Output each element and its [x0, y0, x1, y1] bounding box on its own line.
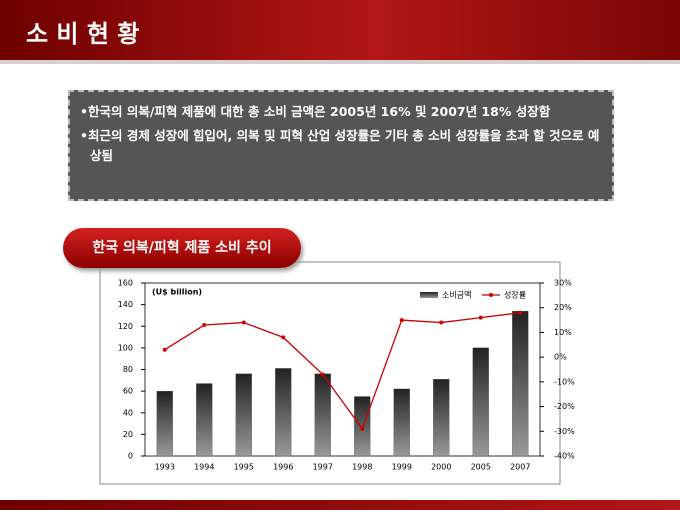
bar: [512, 310, 529, 457]
bullet-box: 한국의 의복/피혁 제품에 대한 총 소비 금액은 2005년 16% 및 20…: [68, 90, 614, 201]
point: [478, 315, 483, 320]
y2-tick-label: 30%: [554, 279, 572, 288]
point: [162, 347, 167, 352]
line: [164, 312, 521, 431]
x-tick-label: 2000: [431, 463, 451, 472]
x-tick-label: 1993: [155, 463, 175, 472]
bar: [275, 368, 292, 457]
point: [241, 320, 246, 325]
y-tick-label: 140: [118, 300, 133, 309]
point: [360, 426, 365, 431]
x-tick-label: 2005: [471, 463, 491, 472]
y-axis-label: (U$ billion): [152, 288, 202, 297]
y2-tick-label: 20%: [554, 303, 572, 312]
legend-label: 소비금액: [442, 290, 471, 300]
y-tick-label: 0: [128, 452, 133, 461]
bar: [433, 379, 450, 457]
point: [399, 318, 404, 323]
x-tick-label: 1998: [352, 463, 372, 472]
y2-tick-label: -10%: [554, 377, 575, 386]
y-tick-label: 60: [123, 387, 133, 396]
bullet: 한국의 의복/피혁 제품에 대한 총 소비 금액은 2005년 16% 및 20…: [76, 102, 606, 122]
y2-tick-label: -40%: [554, 452, 575, 461]
bar: [472, 347, 489, 457]
bar: [196, 383, 213, 457]
y-tick-label: 80: [123, 365, 133, 374]
x-tick-label: 1994: [194, 463, 214, 472]
bar: [354, 396, 371, 457]
header: 소 비 현 황: [0, 0, 680, 60]
point: [202, 323, 207, 328]
bullet: 최근의 경제 성장에 힘입어, 의복 및 피혁 산업 성장률은 기타 총 소비 …: [76, 126, 606, 166]
point: [439, 320, 444, 325]
x-tick-label: 1997: [313, 463, 333, 472]
legend-label: 성장률: [504, 290, 526, 300]
point: [518, 310, 523, 315]
footer: [0, 500, 680, 510]
y-tick-label: 100: [118, 343, 133, 352]
y2-tick-label: 10%: [554, 328, 572, 337]
bar: [235, 373, 252, 457]
x-tick-label: 1999: [392, 463, 412, 472]
y2-tick-label: 0%: [554, 353, 567, 362]
x-tick-label: 1996: [273, 463, 293, 472]
y-tick-label: 160: [118, 279, 133, 288]
bar: [393, 388, 410, 457]
y-tick-label: 40: [123, 408, 133, 417]
header-title: 소 비 현 황: [26, 20, 140, 48]
chart-title: 한국 의복/피혁 제품 소비 추이: [63, 228, 301, 268]
y-tick-label: 20: [123, 430, 133, 439]
bar: [156, 390, 173, 457]
y2-tick-label: -30%: [554, 427, 575, 436]
x-tick-label: 2007: [510, 463, 530, 472]
header-line: [0, 60, 680, 64]
bar: [314, 373, 331, 457]
y2-tick-label: -20%: [554, 402, 575, 411]
point: [320, 372, 325, 377]
legend-swatch: [420, 292, 438, 298]
legend-swatch: [489, 293, 493, 297]
x-tick-label: 1995: [234, 463, 254, 472]
y-tick-label: 120: [118, 322, 133, 331]
point: [281, 335, 286, 340]
